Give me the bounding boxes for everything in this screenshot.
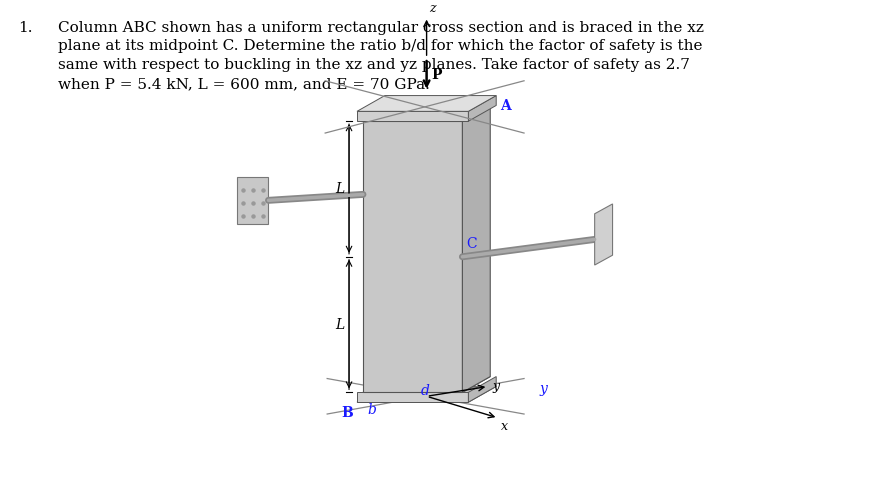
Text: y: y xyxy=(540,382,548,397)
Text: Column ABC shown has a uniform rectangular cross section and is braced in the xz: Column ABC shown has a uniform rectangul… xyxy=(58,20,704,35)
Text: C: C xyxy=(466,237,477,251)
Polygon shape xyxy=(468,96,496,121)
Text: y: y xyxy=(492,380,499,393)
Text: plane at its midpoint C. Determine the ratio b/d for which the factor of safety : plane at its midpoint C. Determine the r… xyxy=(58,39,702,53)
Text: A: A xyxy=(500,100,511,113)
Polygon shape xyxy=(363,105,490,121)
Text: x: x xyxy=(501,420,508,433)
Text: L: L xyxy=(335,317,344,331)
Polygon shape xyxy=(363,121,462,392)
Text: when P = 5.4 kN, L = 600 mm, and E = 70 GPa.: when P = 5.4 kN, L = 600 mm, and E = 70 … xyxy=(58,77,429,91)
Polygon shape xyxy=(357,386,496,402)
Polygon shape xyxy=(357,392,468,402)
Text: same with respect to buckling in the xz and yz planes. Take factor of safety as : same with respect to buckling in the xz … xyxy=(58,58,689,72)
Polygon shape xyxy=(236,177,268,224)
Text: b: b xyxy=(367,403,376,417)
Polygon shape xyxy=(468,377,496,402)
Polygon shape xyxy=(363,377,490,392)
Text: L: L xyxy=(335,182,344,196)
Text: P: P xyxy=(432,68,442,82)
Text: 1.: 1. xyxy=(18,20,33,35)
Polygon shape xyxy=(462,105,490,392)
Text: d: d xyxy=(420,384,429,399)
Polygon shape xyxy=(357,96,496,111)
Text: B: B xyxy=(342,406,353,420)
Text: z: z xyxy=(429,2,436,15)
Polygon shape xyxy=(357,111,468,121)
Polygon shape xyxy=(595,204,612,265)
